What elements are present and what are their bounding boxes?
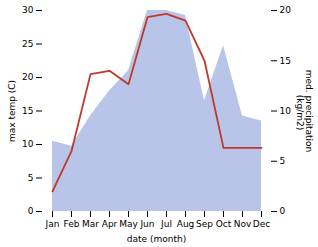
svg-text:Jan: Jan — [45, 219, 60, 229]
svg-text:Aug: Aug — [177, 219, 195, 229]
svg-text:May: May — [119, 219, 138, 229]
svg-text:5: 5 — [280, 156, 286, 166]
svg-text:20: 20 — [280, 5, 292, 15]
svg-text:max temp (C): max temp (C) — [7, 80, 17, 142]
svg-text:Nov: Nov — [234, 219, 252, 229]
svg-text:15: 15 — [280, 56, 291, 66]
svg-text:Apr: Apr — [102, 219, 118, 229]
svg-text:20: 20 — [22, 72, 34, 82]
svg-text:date (month): date (month) — [127, 234, 186, 244]
svg-text:15: 15 — [22, 106, 33, 116]
svg-text:Jul: Jul — [160, 219, 172, 229]
svg-text:10: 10 — [22, 139, 34, 149]
svg-text:5: 5 — [28, 173, 34, 183]
svg-text:0: 0 — [280, 206, 286, 216]
svg-text:Oct: Oct — [216, 219, 232, 229]
svg-text:Mar: Mar — [82, 219, 99, 229]
svg-text:Dec: Dec — [253, 219, 270, 229]
svg-text:Jun: Jun — [139, 219, 154, 229]
svg-text:Sep: Sep — [196, 219, 213, 229]
svg-text:0: 0 — [28, 206, 34, 216]
svg-text:Feb: Feb — [64, 219, 80, 229]
svg-text:30: 30 — [22, 5, 34, 15]
svg-text:med. precipitation (kg/m2): med. precipitation (kg/m2) — [295, 70, 314, 152]
svg-text:25: 25 — [22, 39, 33, 49]
svg-text:10: 10 — [280, 106, 292, 116]
